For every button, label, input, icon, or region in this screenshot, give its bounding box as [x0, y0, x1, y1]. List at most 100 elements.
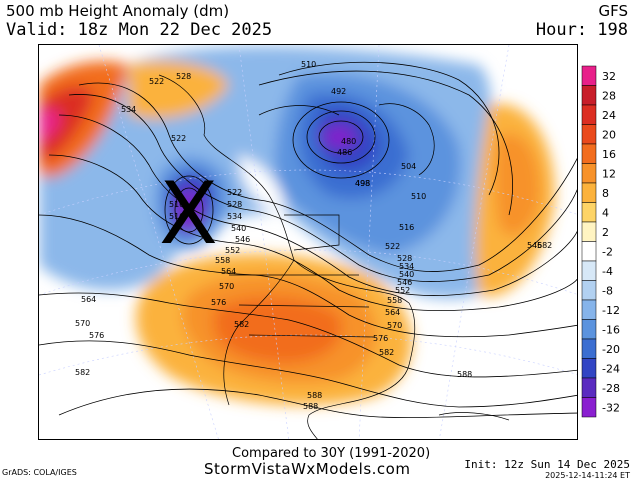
colorbar-tick-label: -32 [602, 401, 620, 414]
contour-label: 564 [221, 267, 236, 276]
colorbar-swatch [581, 163, 597, 184]
coastlines [158, 74, 510, 439]
contour-label: 546 [235, 235, 250, 244]
colorbar-tick-label: 32 [602, 70, 616, 83]
colorbar-tick-label: 4 [602, 206, 609, 219]
valid-time: Valid: 18z Mon 22 Dec 2025 [6, 20, 273, 40]
colorbar-tick-label: 28 [602, 89, 616, 102]
contour-label: 516 [399, 223, 414, 232]
colorbar-tick-label: -8 [602, 284, 613, 297]
contour-label: 522 [149, 77, 164, 86]
colorbar-tick-label: 24 [602, 109, 616, 122]
grads-credit: GrADS: COLA/IGES [2, 468, 77, 477]
contour-label: 480 [341, 137, 356, 146]
site-name: StormVistaWxModels.com [204, 460, 411, 478]
contour-label: 558 [215, 256, 230, 265]
annotation-mark: X [159, 164, 218, 264]
contour-label: 582 [75, 368, 90, 377]
colorbar-tick-label: 8 [602, 187, 609, 200]
contour-labels: 522 534 528 522 510 516 498 492 510 480 … [75, 60, 552, 411]
colorbar-tick-label: -16 [602, 323, 620, 336]
colorbar-swatch [581, 377, 597, 398]
colorbar-swatch [581, 241, 597, 262]
colorbar-swatch [581, 143, 597, 164]
timestamp: 2025-12-14-11:24 ET [545, 471, 630, 480]
colorbar-ticks: 32 28 24 20 16 12 8 4 2 -2 -4 -8 -12 -16 -20 -24 -28 -32 [602, 70, 620, 415]
x-mark: X [159, 164, 218, 264]
contour-label: 576 [373, 334, 388, 343]
colorbar-tick-label: -2 [602, 245, 613, 258]
contour-label: 504 [401, 162, 416, 171]
forecast-hour: Hour: 198 [535, 20, 628, 40]
colorbar-swatch [581, 299, 597, 320]
colorbar-swatch [581, 319, 597, 340]
contour-label: 528 [397, 254, 412, 263]
contour-label: 540 [399, 270, 414, 279]
contour-label: 570 [75, 319, 90, 328]
colorbar-swatch [581, 85, 597, 106]
contour-label: 522 [171, 134, 186, 143]
contour-label: 534 [227, 212, 242, 221]
colorbar-swatch [581, 104, 597, 125]
colorbar-swatch [581, 338, 597, 359]
colorbar-tick-label: -4 [602, 265, 613, 278]
contour-label: 558 [387, 296, 402, 305]
colorbar-swatches [581, 65, 597, 418]
colorbar-swatch [581, 65, 597, 86]
colorbar-tick-label: -28 [602, 382, 620, 395]
colorbar-swatch [581, 202, 597, 223]
contour-label: 510 [411, 192, 426, 201]
contour-label: 498 [355, 179, 370, 188]
map-svg: 522 534 528 522 510 516 498 492 510 480 … [39, 45, 577, 439]
contour-label: 546 [527, 241, 542, 250]
colorbar-swatch [581, 221, 597, 242]
climatology-note: Compared to 30Y (1991-2020) [232, 446, 431, 461]
model-name: GFS [598, 2, 628, 20]
contour-label: 576 [89, 331, 104, 340]
colorbar-swatch [581, 260, 597, 281]
colorbar-tick-label: 2 [602, 226, 609, 239]
colorbar-swatch [581, 182, 597, 203]
contour-label: 582 [537, 241, 552, 250]
colorbar-swatch [581, 124, 597, 145]
colorbar-tick-label: 16 [602, 148, 616, 161]
contour-label: 588 [307, 391, 322, 400]
contour-label: 528 [227, 200, 242, 209]
anomaly-map: 522 534 528 522 510 516 498 492 510 480 … [38, 44, 578, 440]
contour-label: 564 [385, 308, 400, 317]
colorbar-tick-label: -12 [602, 304, 620, 317]
contour-label: 510 [301, 60, 316, 69]
colorbar-swatch [581, 397, 597, 418]
contour-label: 552 [225, 246, 240, 255]
contour-label: 522 [227, 188, 242, 197]
colorbar-tick-label: 20 [602, 128, 616, 141]
contour-label: 534 [121, 105, 136, 114]
contour-label: 582 [379, 348, 394, 357]
contour-label: 510 [169, 200, 184, 209]
contour-label: 516 [169, 212, 184, 221]
colorbar-swatch [581, 280, 597, 301]
contour-label: 552 [395, 286, 410, 295]
map-title: 500 mb Height Anomaly (dm) [6, 2, 230, 20]
contour-label: 528 [176, 72, 191, 81]
contour-label: 540 [231, 224, 246, 233]
graticule [39, 45, 577, 439]
colorbar-tick-label: -24 [602, 362, 620, 375]
contour-label: 564 [81, 295, 96, 304]
colorbar: 32 28 24 20 16 12 8 4 2 -2 -4 -8 -12 -16 -20 -24 -28 -32 [581, 65, 620, 418]
contour-label: 588 [457, 370, 472, 379]
init-time: Init: 12z Sun 14 Dec 2025 [464, 458, 630, 471]
contour-label: 570 [219, 282, 234, 291]
colorbar-tick-label: -20 [602, 343, 620, 356]
contour-label: 576 [211, 298, 226, 307]
colorbar-swatch [581, 358, 597, 379]
contour-label: 492 [331, 87, 346, 96]
contour-label: 498 [355, 179, 370, 188]
contour-label: 582 [234, 320, 249, 329]
contour-label: 588 [303, 402, 318, 411]
contour-label: 486 [337, 148, 352, 157]
contour-label: 522 [385, 242, 400, 251]
contour-label: 534 [399, 262, 414, 271]
contour-label: 546 [397, 278, 412, 287]
colorbar-tick-label: 12 [602, 167, 616, 180]
